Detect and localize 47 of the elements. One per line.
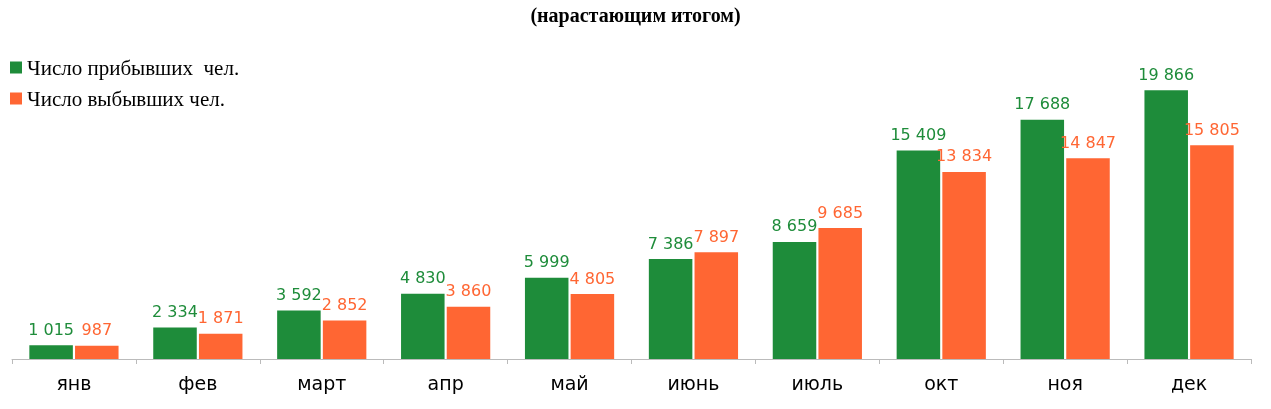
data-label: 3 860	[445, 281, 492, 301]
bar	[772, 241, 817, 359]
x-tick-label: июль	[791, 371, 844, 394]
bar	[322, 320, 367, 359]
bar	[401, 293, 445, 359]
data-label: 3 592	[276, 284, 322, 304]
data-label: 1 871	[197, 308, 244, 328]
data-label: 15 409	[890, 125, 947, 145]
data-label: 4 830	[399, 268, 446, 288]
x-tick-label: май	[550, 371, 589, 394]
bar	[942, 171, 986, 359]
data-label: 7 386	[647, 233, 694, 253]
data-label: 1 015	[28, 319, 75, 339]
x-tick-label: фев	[178, 371, 218, 394]
legend-label: Число выбывших чел.	[27, 86, 225, 111]
bar	[198, 333, 243, 359]
chart-title: (нарастающим итогом)	[530, 4, 741, 27]
bar	[570, 294, 615, 359]
x-tick-label: март	[297, 371, 347, 394]
data-label: 5 999	[523, 252, 570, 272]
bar	[1190, 145, 1234, 359]
bar	[29, 345, 73, 359]
x-tick-label: янв	[56, 371, 92, 394]
data-label: 987	[81, 320, 113, 340]
x-tick-label: апр	[427, 371, 464, 394]
bar	[524, 277, 569, 359]
bar	[446, 306, 491, 359]
x-tick-label: июнь	[667, 371, 720, 394]
x-tick-label: дек	[1170, 371, 1208, 394]
bar	[648, 259, 693, 359]
bar	[75, 345, 119, 359]
x-tick-label: окт	[924, 371, 959, 394]
data-label: 8 659	[771, 216, 818, 236]
data-label: 7 897	[693, 226, 740, 246]
bar	[277, 310, 321, 359]
data-label: 4 805	[569, 268, 616, 288]
bar	[818, 228, 862, 359]
x-tick-label: ноя	[1047, 371, 1083, 394]
data-label: 9 685	[817, 202, 864, 222]
data-label: 2 334	[152, 301, 198, 321]
data-label: 2 852	[321, 294, 368, 314]
bar	[1066, 158, 1110, 359]
bar	[153, 327, 197, 359]
bar	[694, 252, 739, 359]
legend-label: Число прибывших чел.	[27, 55, 240, 80]
data-label: 19 866	[1138, 64, 1195, 84]
data-label: 17 688	[1014, 94, 1071, 114]
